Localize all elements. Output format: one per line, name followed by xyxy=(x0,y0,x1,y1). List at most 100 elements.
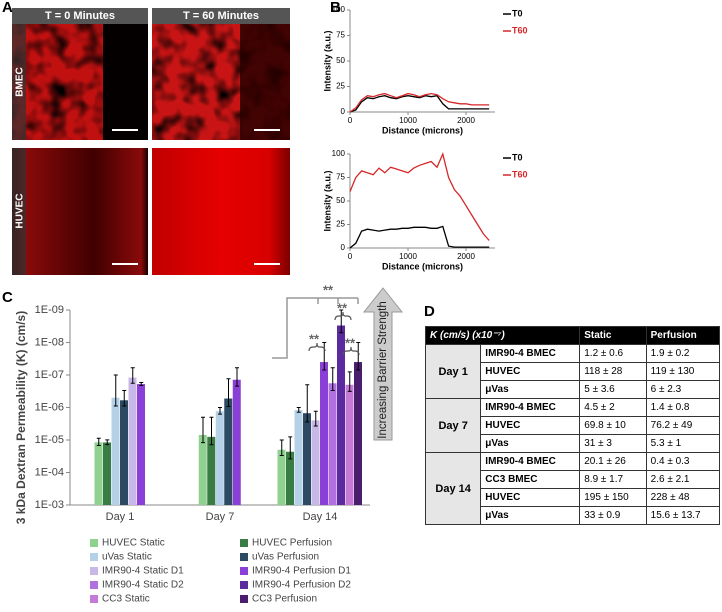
header-cell: Perfusion xyxy=(645,326,721,345)
x-axis-label: Distance (microns) xyxy=(382,261,463,271)
significance-label: ** xyxy=(309,331,320,346)
legend-label: T60 xyxy=(512,25,528,35)
column-title: T = 0 Minutes xyxy=(45,10,115,22)
y-tick-label: 1E-04 xyxy=(35,466,64,478)
y-tick-label: 25 xyxy=(336,220,345,229)
legend-label: HUVEC Static xyxy=(102,538,165,549)
y-tick-label: 75 xyxy=(336,31,345,40)
y-tick-label: 100 xyxy=(332,5,346,14)
bar xyxy=(328,383,337,505)
arrow-label: Increasing Barrier Strength xyxy=(377,301,389,438)
cell-value: 69.8 ± 10 xyxy=(579,416,647,435)
error-bar xyxy=(130,367,135,384)
image-panel: T = 0 Minutes T = 60 Minutes BMEC HUVEC xyxy=(12,8,290,275)
x-tick-label: 2000 xyxy=(457,252,475,261)
y-tick-label: 25 xyxy=(336,82,345,91)
legend-swatch xyxy=(240,567,248,575)
column-title: T = 60 Minutes xyxy=(183,10,259,22)
y-axis-label: Intensity (a.u.) xyxy=(322,170,332,231)
significance-label: ** xyxy=(345,335,356,350)
bar xyxy=(345,384,354,505)
bracket xyxy=(272,297,359,359)
error-bar xyxy=(279,439,284,457)
table-row: HUVEC 69.8 ± 10 76.2 ± 49 xyxy=(426,416,721,435)
x-axis-label: Distance (microns) xyxy=(382,125,463,135)
cell-type: HUVEC xyxy=(480,488,581,507)
error-bar xyxy=(96,437,101,447)
table-row: CC3 BMEC 8.9 ± 1.7 2.6 ± 2.1 xyxy=(426,470,721,489)
brace xyxy=(342,346,360,356)
legend-swatch xyxy=(240,553,248,561)
table-row: HUVEC 118 ± 28 119 ± 130 xyxy=(426,362,721,381)
series-line xyxy=(349,92,490,113)
x-tick-label: 0 xyxy=(348,116,353,125)
cell-type: CC3 BMEC xyxy=(480,470,581,489)
error-bar xyxy=(105,439,110,446)
error-bar xyxy=(209,416,214,446)
micrograph-dark xyxy=(103,24,148,140)
legend-label: IMR90-4 Static D1 xyxy=(102,566,184,577)
legend-swatch xyxy=(240,595,248,603)
arrow xyxy=(362,287,404,441)
table-row: HUVEC 195 ± 150 228 ± 48 xyxy=(426,488,721,507)
cell-type: HUVEC xyxy=(480,416,581,435)
y-tick-label: 50 xyxy=(336,56,345,65)
cell-value: 33 ± 0.9 xyxy=(579,506,647,525)
bar xyxy=(128,377,137,505)
header-cell: Static xyxy=(579,326,647,345)
cell-value: 0.4 ± 0.3 xyxy=(645,452,721,471)
panel-letter: C xyxy=(2,289,13,306)
y-tick-label: 50 xyxy=(336,196,345,205)
bar xyxy=(294,410,303,505)
permeability-table: K (cm/s) (x10⁻⁷) Static Perfusion Day 1 IMR9… xyxy=(424,326,721,525)
cell-value: 1.4 ± 0.8 xyxy=(645,398,721,417)
table-row: Day 7 IMR90-4 BMEC 4.5 ± 2 1.4 ± 0.8 xyxy=(424,398,721,453)
brace xyxy=(308,342,326,352)
significance-label: ** xyxy=(323,282,334,297)
error-bar xyxy=(235,367,239,387)
x-tick-label: 0 xyxy=(348,252,353,261)
legend-label: CC3 Perfusion xyxy=(252,594,317,605)
header-cell: K (cm/s) (x10⁻⁷) xyxy=(424,326,581,345)
bar xyxy=(224,398,233,505)
panel-letter: D xyxy=(424,303,435,320)
cell-type: IMR90-4 BMEC xyxy=(480,344,581,363)
cell-value: 118 ± 28 xyxy=(579,362,647,381)
series-line xyxy=(349,94,490,113)
legend-swatch xyxy=(90,553,98,561)
cell-value: 15.6 ± 13.7 xyxy=(645,506,721,525)
legend-label: CC3 Static xyxy=(102,594,150,605)
cell-value: 2.6 ± 2.1 xyxy=(645,470,721,489)
error-bar xyxy=(288,436,293,460)
series-line xyxy=(349,151,490,241)
cell-value: 5 ± 3.6 xyxy=(579,380,647,399)
cell-value: 195 ± 150 xyxy=(579,488,647,507)
error-bar xyxy=(218,407,222,415)
bar xyxy=(320,362,328,505)
panel-letter: A xyxy=(2,0,13,16)
legend-label: T0 xyxy=(512,8,523,18)
micrograph xyxy=(152,148,290,275)
error-bar xyxy=(113,374,118,407)
x-tick-label: Day 7 xyxy=(206,511,235,523)
y-axis-label: 3 kDa Dextran Permeability (K) (cm/s) xyxy=(14,311,28,524)
y-axis-label: Intensity (a.u.) xyxy=(322,30,332,91)
y-tick-label: 0 xyxy=(341,107,346,116)
legend-label: T60 xyxy=(512,169,528,179)
day-cell: Day 14 xyxy=(424,452,482,525)
table-row: μVas 33 ± 0.9 15.6 ± 13.7 xyxy=(426,506,721,525)
cell-value: 4.5 ± 2 xyxy=(579,398,647,417)
header-row: K (cm/s) (x10⁻⁷) Static Perfusion xyxy=(424,326,721,345)
bar xyxy=(311,420,320,505)
significance-label: ** xyxy=(337,300,348,315)
legend-swatch xyxy=(90,539,98,547)
cell-type: μVas xyxy=(480,380,581,399)
table-row: μVas 31 ± 3 5.3 ± 1 xyxy=(426,434,721,453)
error-bar xyxy=(356,342,361,371)
bar xyxy=(337,325,345,505)
row-header xyxy=(12,148,26,275)
x-tick-label: 1000 xyxy=(399,252,417,261)
column-header xyxy=(12,8,148,24)
y-tick-label: 1E-07 xyxy=(35,369,64,381)
